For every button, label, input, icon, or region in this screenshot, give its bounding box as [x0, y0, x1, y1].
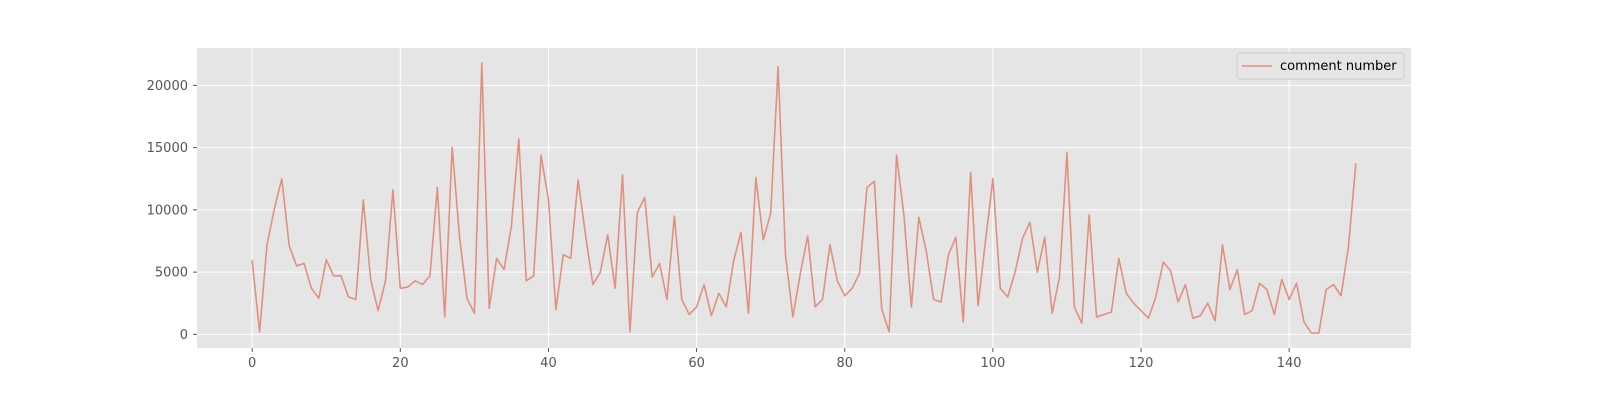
x-tick-label: 120 — [1129, 356, 1154, 371]
series-line-comment-number — [251, 62, 1357, 334]
x-tick-label: 80 — [836, 356, 853, 371]
plot-background — [197, 48, 1411, 348]
x-tick-label: 140 — [1277, 356, 1302, 371]
x-tick-label: 40 — [540, 356, 557, 371]
legend: comment number — [1236, 52, 1405, 80]
x-tick-label: 100 — [980, 356, 1005, 371]
series-layer — [251, 62, 1357, 334]
y-tick-label: 20000 — [147, 79, 188, 94]
y-tick-label: 15000 — [147, 141, 188, 156]
y-tick-label: 0 — [180, 328, 188, 343]
legend-label: comment number — [1280, 59, 1397, 74]
x-axis: 0 20 40 60 80 100 120 140 — [248, 348, 1302, 371]
x-tick-label: 0 — [248, 356, 256, 371]
legend-box — [1236, 52, 1405, 80]
x-tick-label: 60 — [688, 356, 705, 371]
y-tick-label: 10000 — [147, 203, 188, 218]
y-tick-label: 5000 — [155, 266, 188, 281]
y-axis: 0 5000 10000 15000 20000 — [147, 79, 197, 343]
grid-lines — [197, 48, 1411, 348]
x-tick-label: 20 — [392, 356, 409, 371]
